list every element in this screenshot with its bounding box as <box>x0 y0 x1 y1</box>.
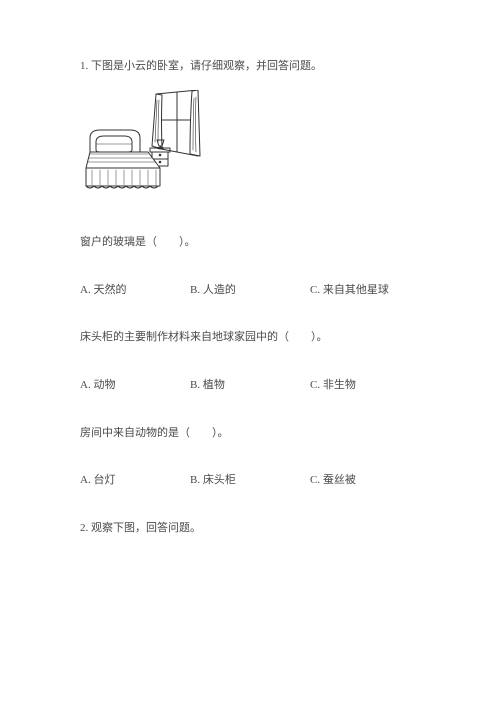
q1-sub1-option-b: B. 人造的 <box>190 282 310 300</box>
q1-intro: 1. 下图是小云的卧室，请仔细观察，并回答问题。 <box>80 58 420 76</box>
q1-sub2-option-a: A. 动物 <box>80 377 190 395</box>
q1-sub2-options: A. 动物 B. 植物 C. 非生物 <box>80 377 420 395</box>
bedroom-svg <box>82 90 204 200</box>
bedroom-illustration <box>82 90 420 207</box>
q1-sub1-option-c: C. 来自其他星球 <box>310 282 420 300</box>
q1-sub1-prompt: 窗户的玻璃是（ ）。 <box>80 234 420 252</box>
q1-sub3-prompt: 房间中来自动物的是（ ）。 <box>80 425 420 443</box>
q1-sub3-options: A. 台灯 B. 床头柜 C. 蚕丝被 <box>80 472 420 490</box>
q1-sub3-option-c: C. 蚕丝被 <box>310 472 420 490</box>
q1-sub3-option-a: A. 台灯 <box>80 472 190 490</box>
q1-sub1-options: A. 天然的 B. 人造的 C. 来自其他星球 <box>80 282 420 300</box>
worksheet-page: 1. 下图是小云的卧室，请仔细观察，并回答问题。 <box>0 0 500 577</box>
q1-sub3-option-b: B. 床头柜 <box>190 472 310 490</box>
q2-intro: 2. 观察下图，回答问题。 <box>80 520 420 538</box>
q1-sub2-option-b: B. 植物 <box>190 377 310 395</box>
q1-sub2-prompt: 床头柜的主要制作材料来自地球家园中的（ ）。 <box>80 329 420 347</box>
q1-sub2-option-c: C. 非生物 <box>310 377 420 395</box>
q1-sub1-option-a: A. 天然的 <box>80 282 190 300</box>
